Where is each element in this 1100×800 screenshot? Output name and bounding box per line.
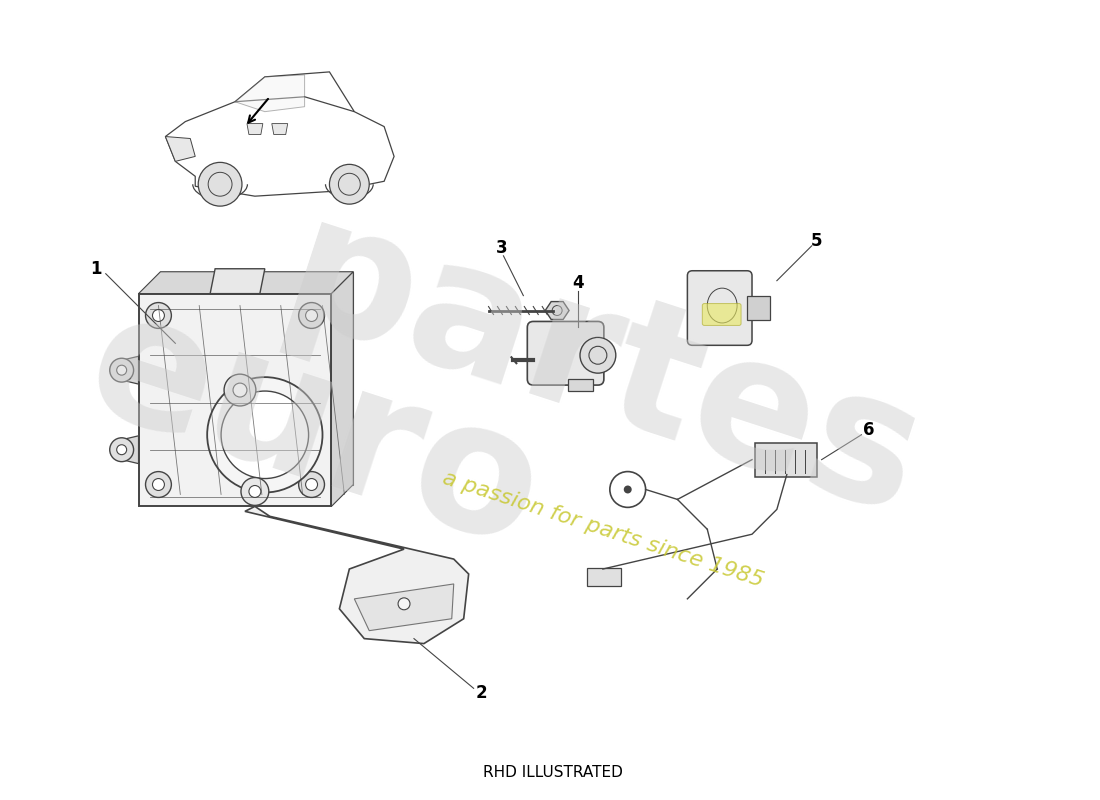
Text: 1: 1 xyxy=(90,260,101,278)
Polygon shape xyxy=(139,294,331,506)
Polygon shape xyxy=(246,123,263,134)
Polygon shape xyxy=(245,506,469,643)
Circle shape xyxy=(153,310,164,322)
Text: euro: euro xyxy=(67,274,562,585)
Circle shape xyxy=(145,302,172,329)
Polygon shape xyxy=(272,123,288,134)
FancyBboxPatch shape xyxy=(527,322,604,385)
Polygon shape xyxy=(161,272,353,485)
Circle shape xyxy=(153,478,164,490)
Polygon shape xyxy=(354,584,453,630)
Circle shape xyxy=(233,383,246,397)
Circle shape xyxy=(207,377,322,493)
Circle shape xyxy=(117,366,126,375)
Circle shape xyxy=(145,471,172,498)
Polygon shape xyxy=(747,296,770,321)
Text: 5: 5 xyxy=(811,232,823,250)
Polygon shape xyxy=(331,272,353,506)
Text: 2: 2 xyxy=(476,684,487,702)
FancyBboxPatch shape xyxy=(702,303,741,326)
Circle shape xyxy=(306,478,318,490)
Polygon shape xyxy=(122,356,139,384)
Circle shape xyxy=(221,391,309,478)
Polygon shape xyxy=(546,302,569,319)
Text: partes: partes xyxy=(264,185,942,555)
FancyBboxPatch shape xyxy=(587,568,620,586)
Circle shape xyxy=(198,162,242,206)
Circle shape xyxy=(298,302,324,329)
Text: 3: 3 xyxy=(496,239,507,257)
Circle shape xyxy=(330,164,370,204)
Circle shape xyxy=(580,338,616,373)
Polygon shape xyxy=(139,272,353,294)
Polygon shape xyxy=(165,137,195,162)
Circle shape xyxy=(110,358,133,382)
Polygon shape xyxy=(568,379,593,391)
Circle shape xyxy=(110,438,133,462)
Polygon shape xyxy=(122,436,139,464)
Circle shape xyxy=(241,478,268,506)
Circle shape xyxy=(306,310,318,322)
Text: RHD ILLUSTRATED: RHD ILLUSTRATED xyxy=(483,766,623,780)
FancyBboxPatch shape xyxy=(688,270,752,346)
Polygon shape xyxy=(235,75,305,112)
FancyBboxPatch shape xyxy=(755,442,816,477)
Circle shape xyxy=(249,486,261,498)
Circle shape xyxy=(224,374,256,406)
Polygon shape xyxy=(210,269,265,294)
Text: 4: 4 xyxy=(572,274,584,292)
Circle shape xyxy=(624,486,631,494)
Text: a passion for parts since 1985: a passion for parts since 1985 xyxy=(440,468,766,590)
Circle shape xyxy=(298,471,324,498)
Circle shape xyxy=(117,445,126,454)
Text: 6: 6 xyxy=(862,421,874,439)
Circle shape xyxy=(398,598,410,610)
